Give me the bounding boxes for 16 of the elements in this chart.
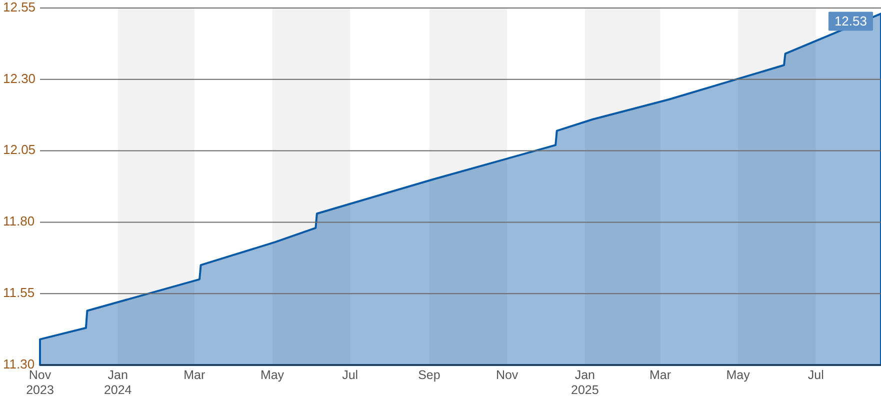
x-tick-label: Jan 2024 <box>104 368 132 397</box>
x-tick-label: May <box>726 368 751 382</box>
x-tick-label: May <box>260 368 285 382</box>
x-tick-label: Jan 2025 <box>571 368 599 397</box>
y-tick-label: 12.30 <box>3 70 36 86</box>
y-tick-label: 12.05 <box>3 142 36 158</box>
x-tick-label: Sep <box>418 368 440 382</box>
y-tick-label: 11.55 <box>3 285 35 300</box>
x-tick-label: Mar <box>649 368 671 382</box>
x-tick-label: Mar <box>184 368 206 382</box>
x-tick-label: Jul <box>808 368 824 382</box>
y-tick-label: 11.80 <box>3 214 35 229</box>
x-tick-label: Jul <box>342 368 358 382</box>
y-tick-label: 12.55 <box>3 0 36 14</box>
data-label: 12.53 <box>834 14 867 29</box>
x-tick-label: Nov <box>496 368 519 382</box>
